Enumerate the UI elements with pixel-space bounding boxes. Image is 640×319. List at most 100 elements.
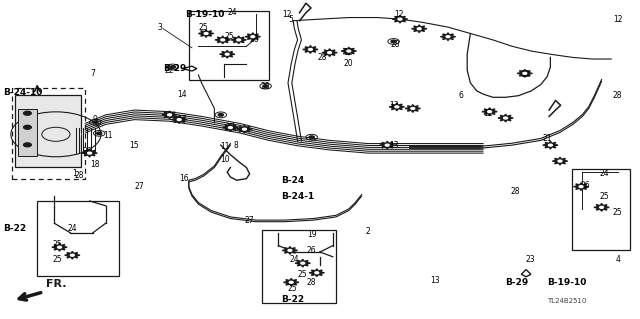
Text: 13: 13 xyxy=(388,101,399,110)
Polygon shape xyxy=(573,183,589,190)
Text: 7: 7 xyxy=(90,69,95,78)
Text: 13: 13 xyxy=(430,276,440,285)
Circle shape xyxy=(263,85,268,87)
Polygon shape xyxy=(172,116,187,123)
Polygon shape xyxy=(322,49,337,56)
Text: 24: 24 xyxy=(289,256,300,264)
Text: 17: 17 xyxy=(225,123,236,132)
Polygon shape xyxy=(223,124,238,131)
FancyBboxPatch shape xyxy=(15,95,81,167)
Polygon shape xyxy=(198,30,214,37)
Circle shape xyxy=(70,254,74,256)
Text: 25: 25 xyxy=(198,23,209,32)
Circle shape xyxy=(504,117,508,119)
Circle shape xyxy=(93,121,98,123)
Text: 27: 27 xyxy=(134,182,145,191)
Polygon shape xyxy=(220,50,235,58)
Text: 25: 25 xyxy=(612,208,623,217)
Text: 18: 18 xyxy=(90,160,99,169)
Circle shape xyxy=(488,111,492,113)
Text: 17: 17 xyxy=(177,115,188,124)
Bar xyxy=(572,169,630,250)
Circle shape xyxy=(58,246,61,248)
Text: 25: 25 xyxy=(287,284,297,293)
Circle shape xyxy=(523,72,527,74)
Polygon shape xyxy=(52,243,67,251)
Text: 10: 10 xyxy=(220,155,230,164)
Text: 28: 28 xyxy=(261,82,270,91)
Text: 12: 12 xyxy=(283,10,292,19)
Circle shape xyxy=(558,160,562,162)
Polygon shape xyxy=(282,247,298,254)
Text: 16: 16 xyxy=(179,174,189,183)
Text: 28: 28 xyxy=(511,187,520,196)
Circle shape xyxy=(600,206,604,208)
Circle shape xyxy=(391,40,396,43)
Text: B-29: B-29 xyxy=(163,64,186,73)
Bar xyxy=(189,11,269,80)
Text: B-24-1: B-24-1 xyxy=(282,192,315,201)
Text: 28: 28 xyxy=(317,53,326,62)
Text: 8: 8 xyxy=(233,141,238,150)
Text: 11: 11 xyxy=(103,131,112,140)
Circle shape xyxy=(177,119,181,121)
Circle shape xyxy=(328,52,332,54)
Text: 9: 9 xyxy=(92,115,97,124)
Circle shape xyxy=(315,272,319,274)
Text: 26: 26 xyxy=(307,246,317,255)
Circle shape xyxy=(97,132,102,135)
Circle shape xyxy=(225,53,229,55)
Circle shape xyxy=(218,114,223,116)
Circle shape xyxy=(243,128,246,130)
Text: 12: 12 xyxy=(613,15,622,24)
Circle shape xyxy=(221,39,225,41)
Text: 25: 25 xyxy=(52,256,62,264)
Polygon shape xyxy=(215,36,230,44)
Circle shape xyxy=(385,144,389,146)
Text: 22: 22 xyxy=(165,66,174,75)
Circle shape xyxy=(170,66,175,68)
Text: 25: 25 xyxy=(224,32,234,41)
Circle shape xyxy=(446,36,450,38)
Text: 13: 13 xyxy=(388,141,399,150)
Text: 20: 20 xyxy=(344,59,354,68)
Text: 19: 19 xyxy=(307,230,317,239)
Text: 12: 12 xyxy=(520,70,529,79)
Text: 24: 24 xyxy=(67,224,77,233)
FancyBboxPatch shape xyxy=(18,109,37,156)
Polygon shape xyxy=(498,114,513,122)
Circle shape xyxy=(411,108,415,109)
Polygon shape xyxy=(284,278,299,286)
Text: TL24B2510: TL24B2510 xyxy=(547,299,587,304)
Text: 26: 26 xyxy=(580,181,591,189)
Polygon shape xyxy=(389,103,404,111)
Circle shape xyxy=(308,48,312,50)
Circle shape xyxy=(289,281,293,283)
Polygon shape xyxy=(303,46,318,53)
Text: B-29: B-29 xyxy=(506,278,529,287)
Text: 15: 15 xyxy=(129,141,140,150)
Text: 6: 6 xyxy=(458,91,463,100)
Polygon shape xyxy=(482,108,497,115)
Polygon shape xyxy=(392,15,408,23)
Polygon shape xyxy=(65,251,80,259)
Circle shape xyxy=(251,36,255,38)
Circle shape xyxy=(309,136,314,138)
Polygon shape xyxy=(162,111,177,119)
Circle shape xyxy=(204,33,208,34)
Text: B-24: B-24 xyxy=(282,176,305,185)
Circle shape xyxy=(301,262,305,264)
Circle shape xyxy=(24,125,31,129)
Polygon shape xyxy=(543,141,558,149)
Text: B-24-10: B-24-10 xyxy=(3,88,43,97)
Circle shape xyxy=(168,114,172,116)
Text: 12: 12 xyxy=(395,10,404,19)
Text: 1: 1 xyxy=(72,169,77,178)
Circle shape xyxy=(237,39,241,41)
Circle shape xyxy=(347,50,351,52)
Circle shape xyxy=(24,143,31,147)
Polygon shape xyxy=(517,70,532,77)
Text: 11: 11 xyxy=(221,142,230,151)
Polygon shape xyxy=(380,141,395,149)
Polygon shape xyxy=(552,157,568,165)
